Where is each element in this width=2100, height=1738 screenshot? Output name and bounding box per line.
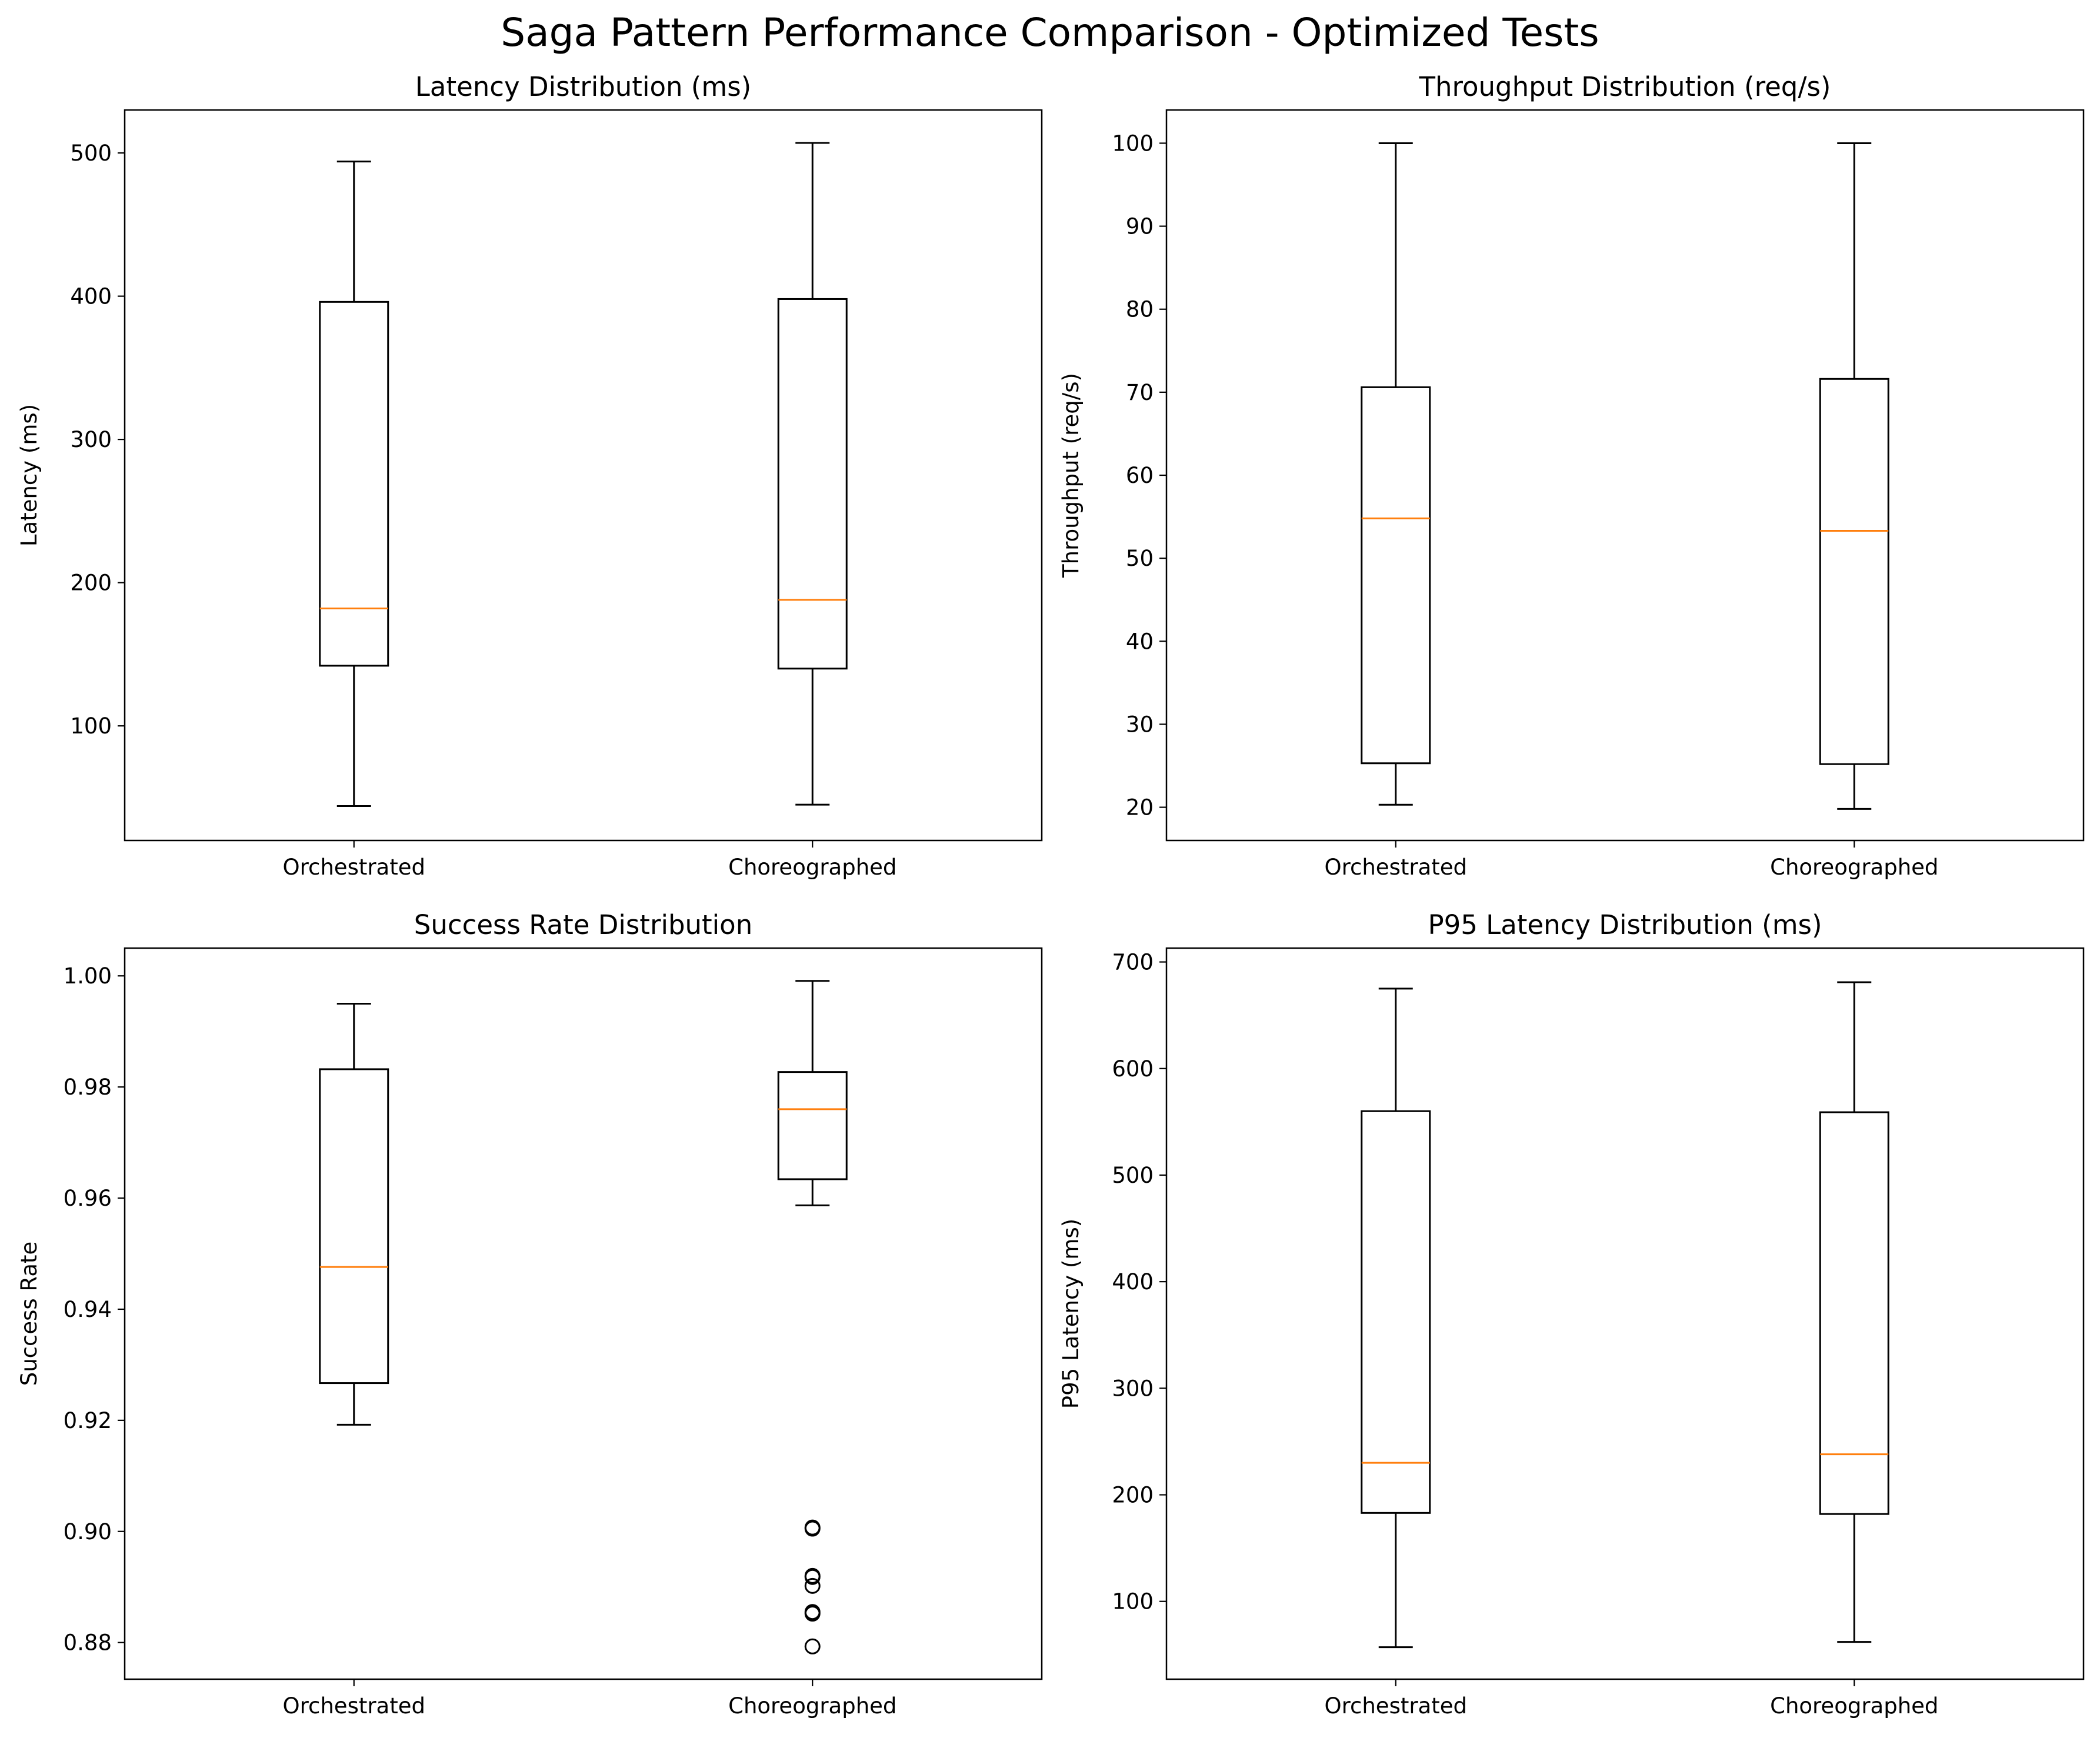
plot-frame xyxy=(1165,947,2085,1680)
subplot-1: Latency Distribution (ms) Latency (ms) 100… xyxy=(16,71,1043,880)
x-tick-label: Choreographed xyxy=(728,1693,896,1719)
x-tick-label: Choreographed xyxy=(1770,855,1938,880)
y-tick-label: 300 xyxy=(1112,1376,1154,1401)
box-choreographed xyxy=(777,980,848,1654)
subplot-title: P95 Latency Distribution (ms) xyxy=(1428,909,1822,940)
x-tick-label: Orchestrated xyxy=(282,1693,425,1719)
plot-frame xyxy=(1165,109,2085,842)
box-choreographed xyxy=(1819,981,1889,1643)
x-tick-label: Orchestrated xyxy=(1324,1693,1467,1719)
y-tick-label: 300 xyxy=(70,427,112,452)
y-tick-label: 1.00 xyxy=(64,963,112,989)
box-orchestrated xyxy=(319,1002,389,1426)
y-tick-label: 600 xyxy=(1112,1056,1154,1082)
y-tick-label: 70 xyxy=(1126,380,1154,405)
y-tick-label: 0.92 xyxy=(64,1408,112,1433)
subplot-title: Throughput Distribution (req/s) xyxy=(1418,71,1831,102)
box-orchestrated xyxy=(1361,142,1431,806)
box-orchestrated xyxy=(319,161,389,808)
iqr-box xyxy=(1361,386,1431,765)
subplot-4: P95 Latency Distribution (ms) P95 Latency… xyxy=(1058,909,2085,1719)
outlier-point xyxy=(804,1606,821,1622)
outlier-point xyxy=(804,1519,821,1536)
x-tick-label: Choreographed xyxy=(1770,1693,1938,1719)
y-tick-label: 200 xyxy=(70,571,112,596)
plot-frame xyxy=(124,947,1043,1680)
y-tick-label: 100 xyxy=(70,713,112,739)
y-tick-label: 100 xyxy=(1112,131,1154,156)
y-tick-label: 60 xyxy=(1126,463,1154,488)
y-tick-label: 100 xyxy=(1112,1589,1154,1614)
outlier-point xyxy=(804,1577,821,1594)
x-tick-label: Choreographed xyxy=(728,855,896,880)
y-tick-label: 80 xyxy=(1126,297,1154,322)
y-tick-label: 0.88 xyxy=(64,1630,112,1656)
y-tick-label: 30 xyxy=(1126,712,1154,737)
outlier-point xyxy=(804,1569,821,1585)
y-tick-label: 0.90 xyxy=(64,1519,112,1544)
box-choreographed xyxy=(1819,142,1889,810)
iqr-box xyxy=(319,301,389,667)
y-tick-label: 500 xyxy=(70,141,112,166)
iqr-box xyxy=(1819,1111,1889,1515)
y-tick-label: 0.98 xyxy=(64,1075,112,1100)
figure-title: Saga Pattern Performance Comparison - Op… xyxy=(501,10,1599,55)
subplot-title: Success Rate Distribution xyxy=(414,909,752,940)
plot-frame xyxy=(124,109,1043,842)
iqr-box xyxy=(777,1071,848,1180)
y-tick-label: 200 xyxy=(1112,1483,1154,1508)
x-tick-label: Orchestrated xyxy=(1324,855,1467,880)
axes-layer: Latency Distribution (ms) Latency (ms) 100… xyxy=(16,71,2085,1719)
subplot-3: Success Rate Distribution Success Rate 0.8… xyxy=(16,909,1043,1719)
y-axis-label: Success Rate xyxy=(16,1242,42,1386)
box-orchestrated xyxy=(1361,988,1431,1649)
y-tick-label: 40 xyxy=(1126,629,1154,654)
y-tick-label: 90 xyxy=(1126,214,1154,239)
y-tick-label: 500 xyxy=(1112,1163,1154,1188)
y-axis-label: P95 Latency (ms) xyxy=(1058,1219,1084,1409)
y-tick-label: 700 xyxy=(1112,950,1154,975)
iqr-box xyxy=(777,298,848,670)
iqr-box xyxy=(1361,1110,1431,1514)
iqr-box xyxy=(319,1068,389,1385)
iqr-box xyxy=(1819,378,1889,765)
y-axis-label: Throughput (req/s) xyxy=(1058,373,1084,578)
y-tick-label: 20 xyxy=(1126,795,1154,820)
y-tick-label: 400 xyxy=(1112,1269,1154,1295)
y-tick-label: 400 xyxy=(70,284,112,309)
x-tick-label: Orchestrated xyxy=(282,855,425,880)
subplot-2: Throughput Distribution (req/s) Throughpu… xyxy=(1058,71,2085,880)
outlier-point xyxy=(804,1638,821,1654)
y-tick-label: 0.94 xyxy=(64,1297,112,1322)
box-choreographed xyxy=(777,142,848,806)
subplot-title: Latency Distribution (ms) xyxy=(415,71,751,102)
y-tick-label: 0.96 xyxy=(64,1186,112,1211)
y-axis-label: Latency (ms) xyxy=(16,404,42,546)
y-tick-label: 50 xyxy=(1126,546,1154,571)
